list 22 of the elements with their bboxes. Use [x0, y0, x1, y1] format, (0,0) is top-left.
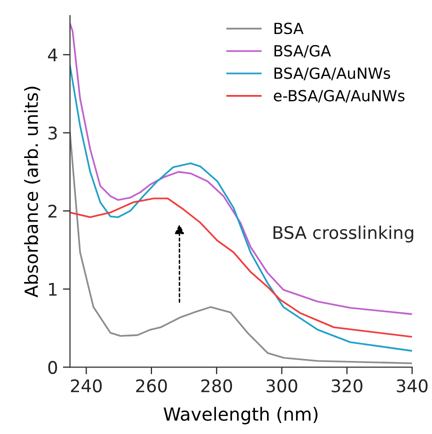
- line-series: [70, 64, 412, 352]
- x-tick-label: 320: [332, 379, 362, 392]
- y-tick-label: 1: [49, 282, 57, 296]
- y-tick-label: 3: [48, 126, 57, 140]
- annotation: BSA crosslinking: [274, 226, 414, 242]
- x-tick-label: 240: [70, 379, 102, 392]
- y-tick-label: 0: [48, 360, 58, 374]
- x-tick-label: 300: [266, 379, 298, 392]
- x-tick-label: 280: [201, 379, 232, 392]
- legend-label: e-BSA/GA/AuNWs: [274, 90, 404, 103]
- legend-label: BSA: [274, 22, 304, 34]
- legend-label: BSA/GA: [274, 45, 331, 58]
- line-series: [70, 132, 412, 364]
- x-tick-label: 340: [396, 379, 428, 392]
- legend-label: BSA/GA/AuNWs: [274, 67, 390, 80]
- y-tick-label: 2: [48, 204, 56, 218]
- line-series: [70, 22, 412, 315]
- y-tick-label: 4: [48, 48, 58, 62]
- x-axis-title: Wavelength (nm): [164, 406, 318, 424]
- line-series: [70, 198, 412, 338]
- x-tick-label: 260: [136, 379, 167, 392]
- y-axis-title: Absorbance (arb. units): [24, 86, 40, 298]
